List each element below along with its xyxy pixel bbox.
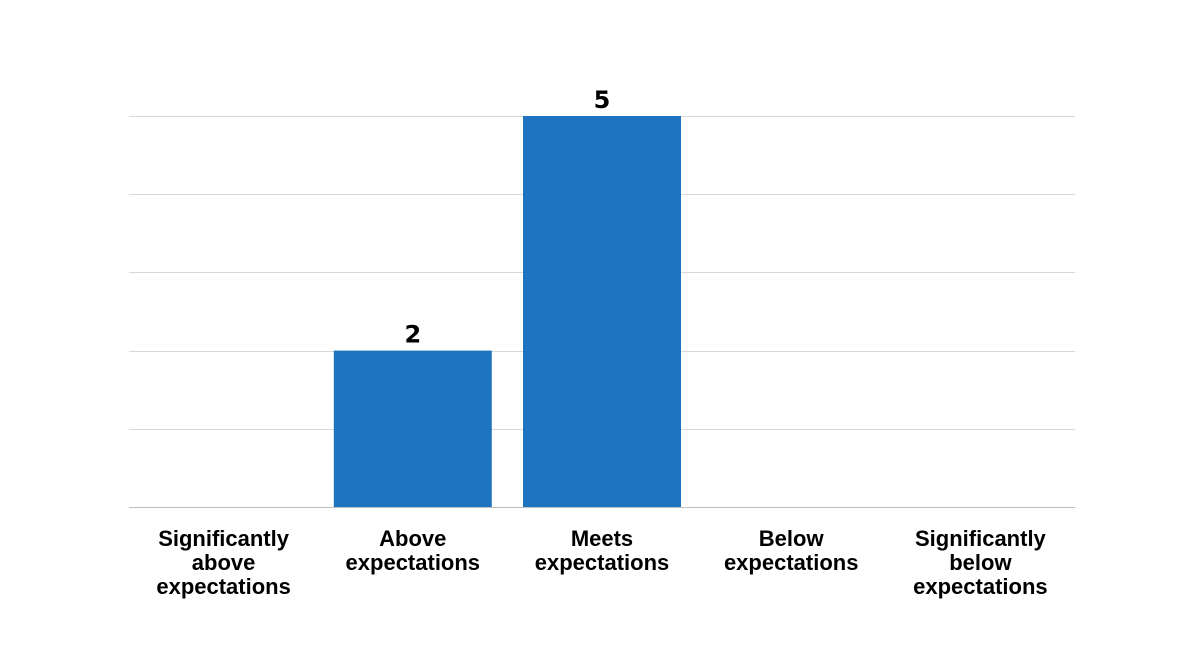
data-label: 5 [594,86,611,114]
bars [333,116,681,507]
data-label: 2 [404,321,421,349]
bar [523,116,681,507]
data-labels: 25 [404,86,610,349]
category-label: Below expectations [724,526,859,575]
category-labels: Significantly above expectations Above expec… [156,526,1047,599]
category-label: Significantly below expectations [913,526,1048,599]
category-label: Significantly above expectations [156,526,291,599]
category-label: Meets expectations [535,526,670,575]
bar [333,350,492,507]
category-label: Above expectations [346,526,481,575]
